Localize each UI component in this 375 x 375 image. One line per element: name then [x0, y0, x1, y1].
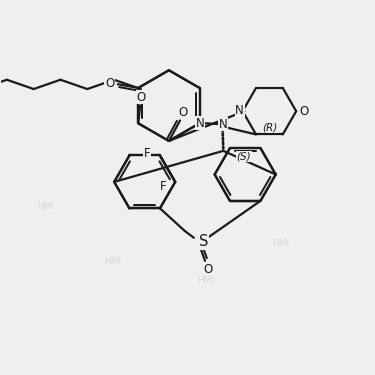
Text: O: O — [300, 105, 309, 118]
Text: N: N — [235, 104, 244, 117]
Text: (S): (S) — [237, 152, 251, 161]
Text: O: O — [105, 77, 114, 90]
Text: HMI: HMI — [105, 258, 122, 267]
Text: S: S — [199, 234, 208, 249]
Text: HMI: HMI — [272, 239, 289, 248]
Text: HMI: HMI — [38, 202, 55, 211]
Text: HMI: HMI — [198, 276, 214, 285]
Text: N: N — [196, 117, 205, 130]
Text: (R): (R) — [262, 123, 278, 133]
Text: F: F — [144, 147, 150, 160]
Text: O: O — [178, 106, 188, 119]
Text: N: N — [219, 117, 228, 130]
Text: O: O — [203, 262, 213, 276]
Text: O: O — [136, 91, 146, 104]
Text: F: F — [160, 180, 166, 193]
